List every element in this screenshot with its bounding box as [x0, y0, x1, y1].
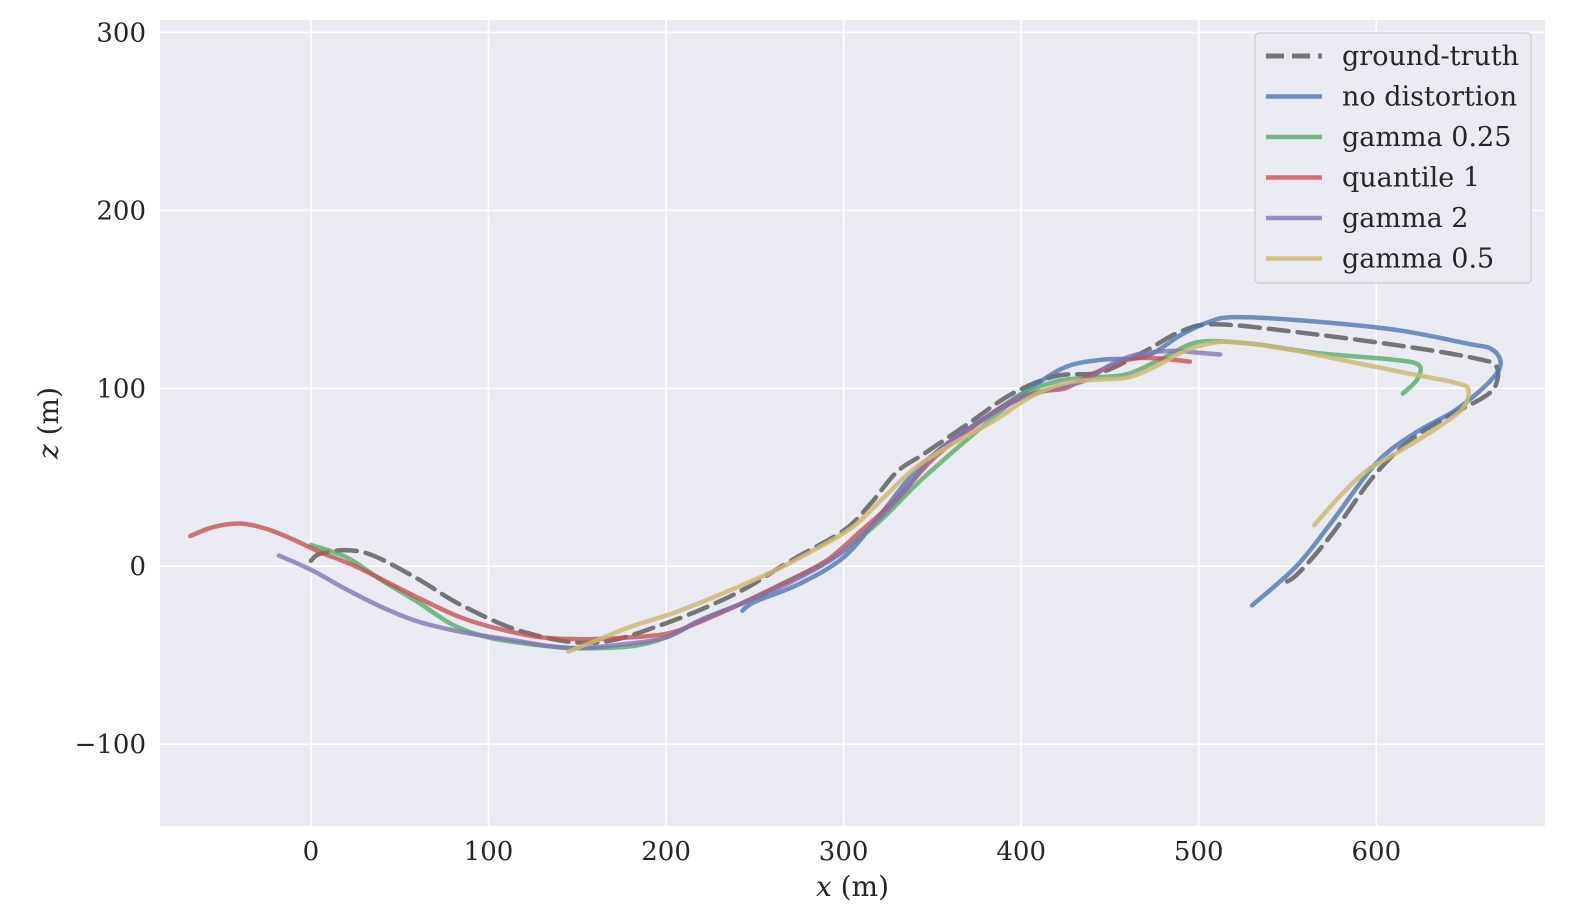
x-tick-label: 0: [303, 837, 320, 867]
y-tick-label: 200: [96, 196, 146, 226]
legend-box: [1254, 32, 1532, 284]
x-axis-label: x (m): [816, 870, 889, 903]
x-tick-label: 100: [464, 837, 514, 867]
x-tick-label: 400: [996, 837, 1046, 867]
series-line-gamma-0-5: [566, 339, 1472, 654]
tick-labels: 0 100 200 300 400 500 600 −100 0 100 200 300: [75, 18, 1402, 867]
legend: ground-truth no distortion gamma 0.25 quant…: [1254, 32, 1532, 284]
y-tick-label: 300: [96, 18, 146, 48]
series-line-gamma-2: [276, 348, 1223, 651]
x-tick-label: 300: [819, 837, 869, 867]
x-tick-label: 500: [1174, 837, 1224, 867]
y-tick-label: 0: [129, 552, 146, 582]
legend-label-quantile-1: quantile 1: [1342, 163, 1480, 194]
y-axis-label: z (m): [32, 387, 65, 460]
legend-label-gamma-0-25: gamma 0.25: [1342, 122, 1511, 153]
x-tick-label: 600: [1351, 837, 1401, 867]
legend-label-ground-truth: ground-truth: [1342, 41, 1519, 72]
x-tick-label: 200: [641, 837, 691, 867]
legend-label-gamma-2: gamma 2: [1342, 203, 1468, 234]
y-tick-label: −100: [75, 730, 146, 760]
legend-label-no-distortion: no distortion: [1342, 82, 1517, 113]
series-lines: [187, 314, 1503, 654]
legend-label-gamma-0-5: gamma 0.5: [1342, 244, 1494, 275]
series-line-no-distortion: [740, 314, 1503, 613]
y-tick-label: 100: [96, 374, 146, 404]
